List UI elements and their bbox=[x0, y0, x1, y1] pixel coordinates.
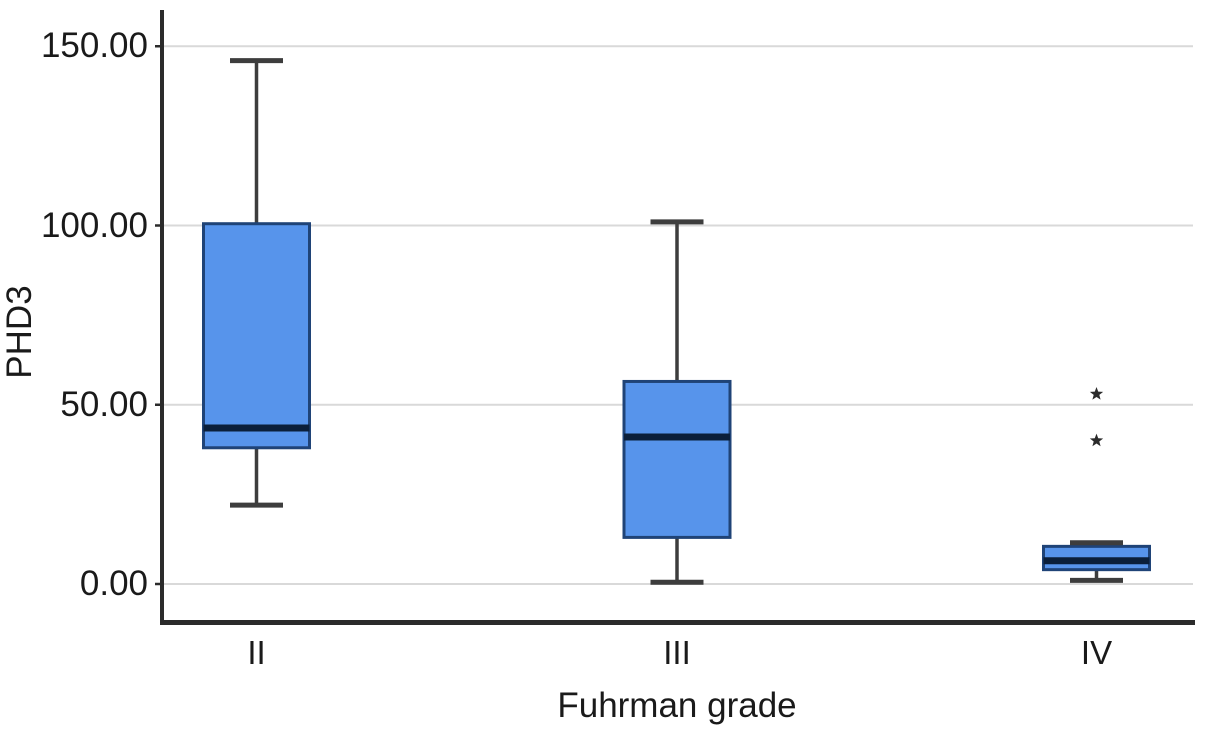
x-axis-title: Fuhrman grade bbox=[557, 686, 797, 725]
y-tick-label-150.00: 150.00 bbox=[40, 26, 148, 66]
x-tick-label-IV: IV bbox=[1080, 634, 1113, 671]
extreme-outlier-star-IV bbox=[1089, 433, 1104, 447]
x-tick-label-III: III bbox=[663, 634, 691, 671]
y-tick-label-50.00: 50.00 bbox=[60, 384, 148, 424]
extreme-outlier-star-IV bbox=[1089, 387, 1104, 400]
box-II bbox=[202, 222, 311, 450]
y-tick-label-100.00: 100.00 bbox=[40, 205, 148, 245]
y-tick-label-0.00: 0.00 bbox=[79, 564, 148, 603]
box-III bbox=[622, 379, 732, 539]
y-axis-title: PHD3 bbox=[0, 285, 39, 379]
x-tick-label-II: II bbox=[247, 634, 266, 671]
